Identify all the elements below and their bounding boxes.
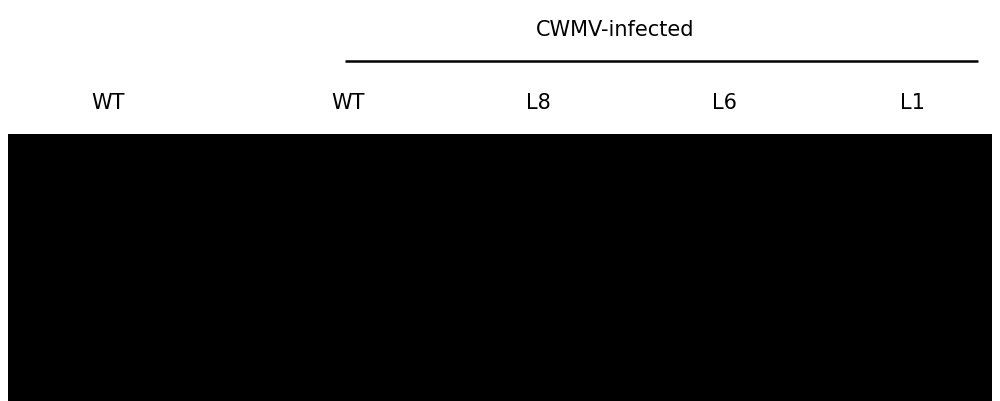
- Text: L8: L8: [526, 92, 550, 112]
- Bar: [8, 134, 992, 401]
- Text: CWMV-infected: CWMV-infected: [536, 20, 694, 40]
- Text: L6: L6: [712, 92, 738, 112]
- Text: WT: WT: [331, 92, 365, 112]
- Text: L1: L1: [900, 92, 924, 112]
- Text: WT: WT: [91, 92, 125, 112]
